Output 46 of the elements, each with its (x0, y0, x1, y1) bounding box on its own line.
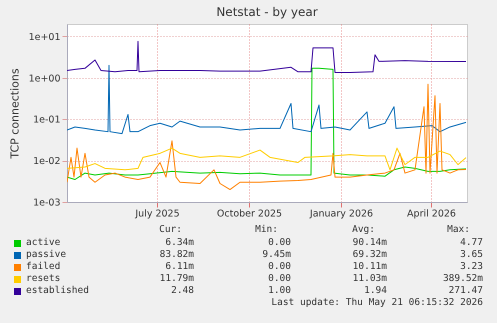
x-tick-label: July 2025 (134, 208, 180, 220)
legend-label: passive (26, 249, 66, 260)
text: 4.77 (460, 237, 483, 248)
line-series (67, 148, 466, 170)
text: 69.32m (352, 249, 387, 260)
text: 1.94 (364, 285, 387, 296)
text: 0.00 (268, 261, 291, 272)
text: 9.45m (262, 249, 291, 260)
y-tick-label: 1e+01 (28, 32, 60, 43)
text: 1.00 (268, 285, 291, 296)
text: 6.34m (165, 237, 194, 248)
text: 11.03m (352, 273, 387, 284)
x-tick-label: October 2025 (216, 208, 282, 220)
legend-label: failed (26, 261, 60, 272)
y-axis-title: TCP connections (8, 68, 22, 160)
line-series (67, 84, 466, 190)
y-tick-label: 1e-01 (33, 114, 60, 126)
legend-label: resets (26, 273, 60, 284)
text: 6.11m (165, 261, 194, 272)
x-tick-label: January 2026 (308, 208, 374, 220)
text: 11.79m (160, 273, 194, 284)
text: 0.00 (268, 237, 291, 248)
text: 0.00 (268, 273, 291, 284)
y-tick-label: 1e-02 (33, 156, 60, 168)
text: 83.82m (160, 249, 194, 260)
text: Min: (255, 224, 278, 235)
chart-title: Netstat - by year (216, 5, 318, 19)
text: 3.23 (460, 261, 483, 272)
text: 2.48 (171, 285, 194, 296)
text: 3.65 (460, 249, 483, 260)
text: 90.14m (352, 237, 387, 248)
line-series (67, 68, 466, 180)
text: 10.11m (352, 261, 387, 272)
y-tick-label: 1e+00 (28, 73, 60, 84)
line-series (67, 40, 466, 73)
text: Last update: Thu May 21 06:15:32 2026 (271, 297, 483, 308)
line-series (67, 64, 466, 134)
text: 389.52m (442, 273, 483, 284)
legend-label: active (26, 237, 60, 248)
y-tick-label: 1e-03 (33, 198, 60, 208)
text: Avg: (352, 224, 375, 235)
text: 271.47 (448, 285, 483, 296)
legend-label: established (26, 285, 89, 296)
text: Cur: (159, 224, 182, 235)
x-tick-label: April 2026 (407, 208, 456, 220)
text: Max: (447, 224, 470, 235)
